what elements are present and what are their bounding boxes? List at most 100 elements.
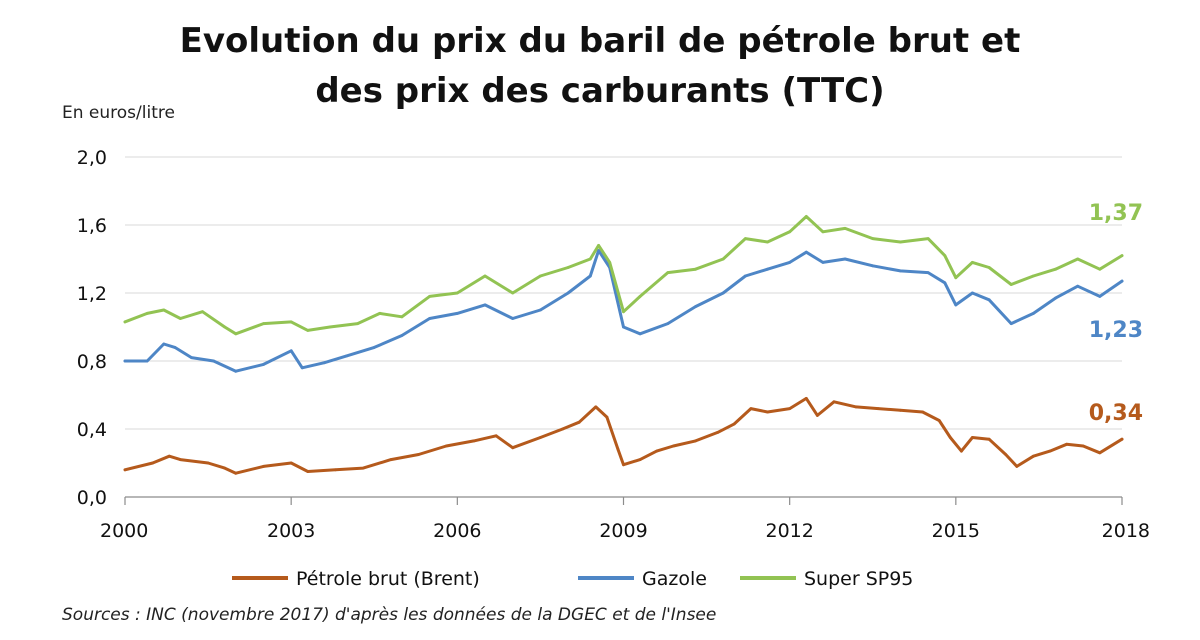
data-point-gazole bbox=[766, 267, 769, 271]
data-point-super-sp95 bbox=[766, 240, 769, 244]
chart-title-line-1: Evolution du prix du baril de pétrole br… bbox=[180, 21, 1021, 61]
x-tick-label: 2018 bbox=[1102, 520, 1150, 542]
data-point-gazole bbox=[1009, 322, 1013, 325]
data-point-p-trole-brut-brent bbox=[206, 461, 210, 465]
data-point-gazole bbox=[145, 359, 149, 363]
data-point-p-trole-brut-brent bbox=[389, 458, 393, 461]
data-point-p-trole-brut-brent bbox=[1065, 442, 1068, 446]
data-point-super-sp95 bbox=[1032, 274, 1035, 278]
data-point-super-sp95 bbox=[234, 332, 238, 336]
data-point-super-sp95 bbox=[262, 322, 265, 325]
data-point-p-trole-brut-brent bbox=[1098, 451, 1102, 455]
data-point-p-trole-brut-brent bbox=[716, 431, 720, 434]
data-point-p-trole-brut-brent bbox=[694, 439, 697, 443]
series-line-super-sp95 bbox=[123, 215, 1124, 336]
data-point-super-sp95 bbox=[821, 230, 825, 234]
x-tick-label: 2006 bbox=[433, 520, 481, 542]
data-point-super-sp95 bbox=[843, 227, 847, 230]
data-point-super-sp95 bbox=[1054, 267, 1057, 271]
data-point-super-sp95 bbox=[1009, 283, 1013, 286]
data-point-super-sp95 bbox=[638, 295, 642, 298]
data-point-p-trole-brut-brent bbox=[1032, 454, 1035, 458]
data-point-gazole bbox=[190, 356, 193, 359]
legend-label-p-trole-brut-brent: Pétrole brut (Brent) bbox=[296, 568, 480, 590]
data-point-gazole bbox=[899, 269, 902, 273]
data-point-gazole bbox=[1098, 295, 1102, 298]
data-point-gazole bbox=[744, 274, 747, 278]
data-point-p-trole-brut-brent bbox=[1120, 437, 1124, 441]
data-point-super-sp95 bbox=[926, 237, 930, 241]
series-line-p-trole-brut-brent bbox=[123, 396, 1124, 475]
data-point-super-sp95 bbox=[943, 254, 947, 257]
data-point-p-trole-brut-brent bbox=[289, 461, 293, 465]
data-point-gazole bbox=[400, 334, 404, 337]
data-point-gazole bbox=[821, 261, 825, 264]
data-point-p-trole-brut-brent bbox=[417, 453, 420, 456]
data-point-p-trole-brut-brent bbox=[361, 466, 365, 470]
data-point-super-sp95 bbox=[400, 315, 404, 319]
data-point-p-trole-brut-brent bbox=[151, 461, 155, 465]
data-point-super-sp95 bbox=[162, 308, 166, 312]
data-point-super-sp95 bbox=[971, 261, 974, 264]
end-label-super-sp95: 1,37 bbox=[1089, 201, 1143, 226]
legend-label-gazole: Gazole bbox=[642, 568, 707, 590]
x-axis-ticks: 2000 2003 2006 2009 2012 2015 2018 bbox=[100, 497, 1150, 542]
data-point-p-trole-brut-brent bbox=[123, 468, 127, 472]
data-point-gazole bbox=[262, 363, 265, 366]
data-point-p-trole-brut-brent bbox=[766, 410, 769, 414]
data-point-p-trole-brut-brent bbox=[472, 439, 476, 443]
data-point-gazole bbox=[1120, 279, 1124, 283]
data-point-gazole bbox=[483, 303, 487, 307]
data-point-gazole bbox=[300, 366, 304, 370]
data-point-super-sp95 bbox=[1098, 267, 1102, 271]
y-axis-ticks: 0,0 0,4 0,8 1,2 1,6 2,0 bbox=[77, 147, 107, 509]
data-point-super-sp95 bbox=[378, 312, 382, 315]
data-point-super-sp95 bbox=[1076, 257, 1080, 261]
data-point-p-trole-brut-brent bbox=[616, 448, 620, 451]
data-point-p-trole-brut-brent bbox=[594, 405, 598, 409]
data-point-gazole bbox=[1076, 284, 1080, 288]
data-point-gazole bbox=[212, 359, 216, 363]
y-tick-label: 2,0 bbox=[77, 147, 107, 169]
data-point-gazole bbox=[566, 291, 570, 295]
data-point-super-sp95 bbox=[179, 317, 182, 320]
data-point-gazole bbox=[721, 291, 725, 295]
data-point-super-sp95 bbox=[306, 329, 310, 332]
y-tick-label: 0,4 bbox=[77, 419, 107, 441]
data-point-super-sp95 bbox=[539, 274, 542, 278]
data-point-p-trole-brut-brent bbox=[1004, 453, 1008, 456]
data-point-p-trole-brut-brent bbox=[816, 414, 819, 417]
y-tick-label: 1,6 bbox=[77, 215, 107, 237]
x-tick-label: 2009 bbox=[599, 520, 647, 542]
data-point-super-sp95 bbox=[804, 215, 808, 218]
data-point-p-trole-brut-brent bbox=[948, 436, 952, 439]
y-tick-label: 1,2 bbox=[77, 283, 107, 305]
data-point-gazole bbox=[539, 308, 542, 312]
data-point-gazole bbox=[511, 317, 515, 320]
data-point-p-trole-brut-brent bbox=[638, 458, 642, 461]
data-point-p-trole-brut-brent bbox=[444, 444, 448, 448]
legend: Pétrole brut (Brent) Gazole Super SP95 bbox=[232, 568, 913, 590]
data-point-gazole bbox=[372, 346, 376, 349]
y-axis-label: En euros/litre bbox=[62, 103, 175, 123]
data-point-gazole bbox=[173, 346, 177, 349]
data-point-p-trole-brut-brent bbox=[749, 407, 753, 410]
data-point-super-sp95 bbox=[721, 257, 725, 261]
data-point-p-trole-brut-brent bbox=[971, 436, 974, 439]
data-point-super-sp95 bbox=[871, 237, 875, 241]
data-point-p-trole-brut-brent bbox=[876, 407, 880, 410]
data-point-p-trole-brut-brent bbox=[1048, 449, 1052, 453]
data-point-p-trole-brut-brent bbox=[788, 407, 792, 410]
data-point-gazole bbox=[597, 249, 600, 252]
data-point-super-sp95 bbox=[455, 291, 459, 295]
data-point-p-trole-brut-brent bbox=[921, 410, 924, 414]
data-point-super-sp95 bbox=[289, 320, 293, 324]
y-tick-label: 0,8 bbox=[77, 351, 107, 373]
data-point-gazole bbox=[871, 264, 875, 268]
data-point-p-trole-brut-brent bbox=[854, 405, 858, 409]
data-point-super-sp95 bbox=[201, 310, 204, 314]
data-point-gazole bbox=[954, 303, 958, 307]
end-label-p-trole-brut-brent: 0,34 bbox=[1089, 401, 1143, 426]
data-point-gazole bbox=[843, 257, 847, 261]
